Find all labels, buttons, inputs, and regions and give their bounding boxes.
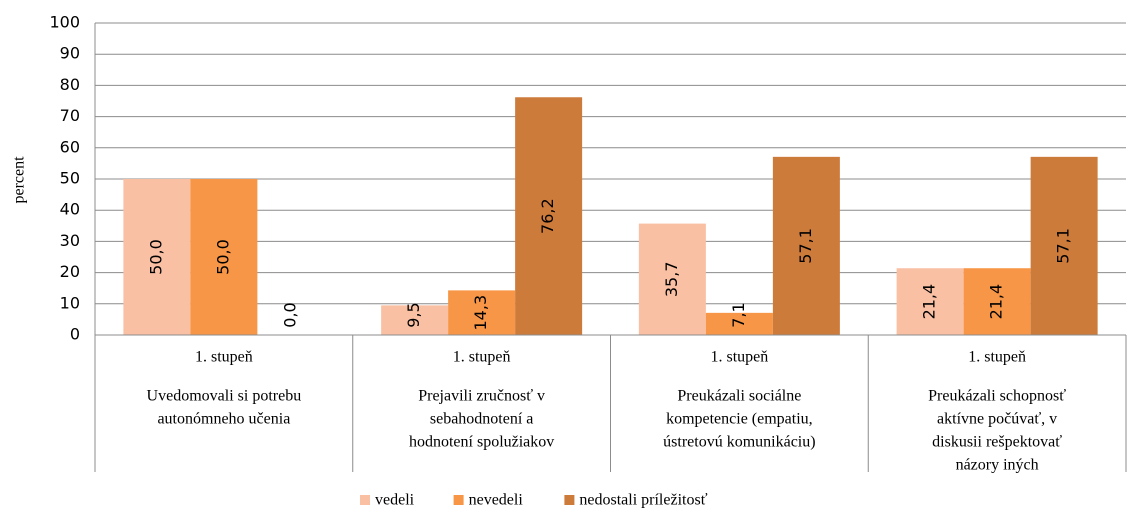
data-label: 21,4 bbox=[987, 284, 1006, 320]
x-tick-label: 1. stupeň bbox=[710, 349, 768, 366]
legend-swatch bbox=[453, 495, 464, 505]
y-tick-label: 50 bbox=[60, 169, 80, 188]
category-group-label: aktívne počúvať, v bbox=[937, 411, 1057, 428]
category-group-label: ústretovú komunikáciu) bbox=[663, 434, 815, 451]
y-tick-label: 10 bbox=[60, 293, 80, 312]
x-tick-label: 1. stupeň bbox=[453, 349, 511, 366]
data-label: 76,2 bbox=[538, 198, 557, 234]
data-label: 14,3 bbox=[471, 295, 490, 331]
data-label: 9,5 bbox=[404, 302, 423, 327]
category-group-label: Prejavili zručnosť v bbox=[418, 388, 545, 405]
bar bbox=[190, 179, 258, 335]
bar bbox=[638, 223, 706, 335]
data-label: 35,7 bbox=[662, 261, 681, 297]
bar bbox=[448, 290, 516, 335]
category-group-label: hodnotení spolužiakov bbox=[409, 434, 554, 451]
x-tick-label: 1. stupeň bbox=[968, 349, 1026, 366]
y-tick-label: 20 bbox=[60, 262, 80, 281]
category-group-label: autonómneho učenia bbox=[157, 411, 290, 428]
legend-label: vedeli bbox=[375, 492, 415, 509]
y-tick-label: 0 bbox=[70, 325, 80, 344]
bar bbox=[1030, 156, 1098, 335]
data-label: 0,0 bbox=[280, 302, 299, 327]
legend-swatch bbox=[360, 495, 370, 505]
category-group-label: Preukázali sociálne bbox=[677, 388, 801, 405]
bar bbox=[123, 179, 191, 335]
category-group-label: sebahodnotení a bbox=[430, 411, 534, 428]
category-group-label: kompetencie (empatiu, bbox=[666, 411, 813, 428]
y-tick-label: 40 bbox=[60, 200, 80, 219]
category-group-label: Preukázali schopnosť bbox=[928, 388, 1066, 405]
y-tick-label: 60 bbox=[60, 137, 80, 156]
y-tick-label: 70 bbox=[60, 106, 80, 125]
data-label: 57,1 bbox=[796, 228, 815, 264]
bar bbox=[963, 268, 1031, 335]
data-label: 50,0 bbox=[213, 239, 232, 275]
y-axis-label: percent bbox=[11, 156, 28, 204]
legend-swatch bbox=[564, 495, 575, 505]
bar bbox=[772, 156, 840, 335]
data-label: 50,0 bbox=[146, 239, 165, 275]
y-tick-label: 90 bbox=[60, 44, 80, 63]
y-tick-label: 80 bbox=[60, 75, 80, 94]
data-label: 7,1 bbox=[729, 302, 748, 327]
legend-label: nevedeli bbox=[469, 492, 524, 509]
x-tick-label: 1. stupeň bbox=[195, 349, 253, 366]
category-group-label: Uvedomovali si potrebu bbox=[147, 388, 302, 405]
y-tick-label: 100 bbox=[49, 13, 80, 32]
data-label: 57,1 bbox=[1054, 228, 1073, 264]
data-label: 21,4 bbox=[920, 284, 939, 320]
bar bbox=[515, 97, 583, 335]
legend-label: nedostali príležitosť bbox=[579, 492, 707, 509]
bar bbox=[381, 305, 449, 335]
bar bbox=[896, 268, 964, 335]
category-group-label: názory iných bbox=[956, 457, 1039, 474]
y-tick-label: 30 bbox=[60, 231, 80, 250]
bar bbox=[705, 312, 773, 335]
category-group-label: diskusii rešpektovať bbox=[932, 434, 1062, 451]
